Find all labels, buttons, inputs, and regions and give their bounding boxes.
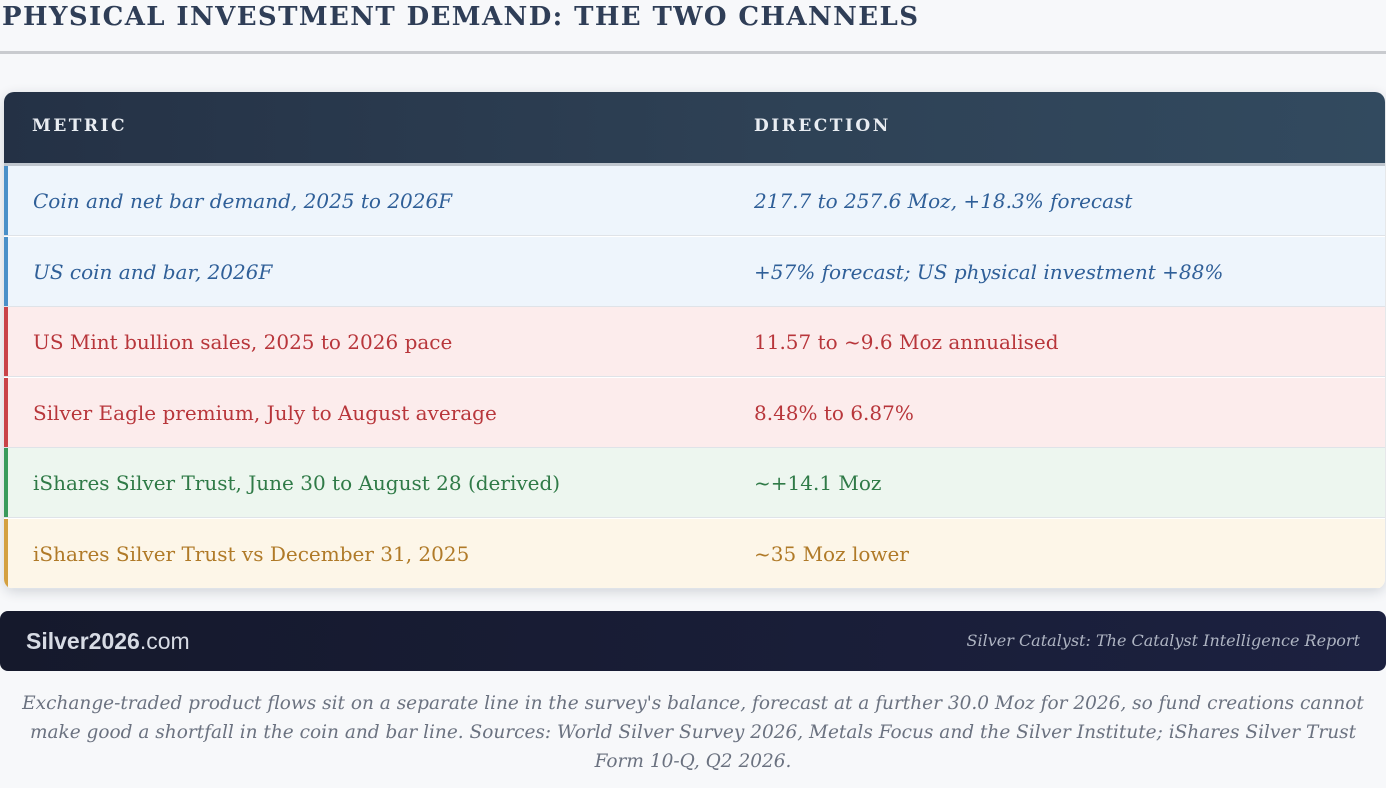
- direction-cell: 8.48% to 6.87%: [754, 400, 914, 425]
- direction-cell: ~35 Moz lower: [754, 541, 909, 566]
- direction-cell: 11.57 to ~9.6 Moz annualised: [754, 330, 1059, 354]
- row-accent-bar: [4, 166, 8, 235]
- table-header: METRIC DIRECTION: [4, 92, 1385, 166]
- column-header-direction: DIRECTION: [754, 116, 891, 136]
- report-tagline: Silver Catalyst: The Catalyst Intelligen…: [966, 631, 1361, 650]
- direction-cell: +57% forecast; US physical investment +8…: [754, 259, 1224, 284]
- column-header-metric: METRIC: [32, 116, 128, 136]
- source-note: Exchange-traded product flows sit on a s…: [22, 693, 1364, 772]
- page-title-bar: PHYSICAL INVESTMENT DEMAND: THE TWO CHAN…: [0, 0, 1386, 54]
- metric-cell: US coin and bar, 2026F: [33, 259, 273, 284]
- direction-cell: 217.7 to 257.6 Moz, +18.3% forecast: [754, 189, 1133, 213]
- row-accent-bar: [4, 307, 8, 376]
- brand-logo: Silver2026.com: [26, 611, 190, 671]
- footer-banner: Silver2026.com Silver Catalyst: The Cata…: [0, 611, 1386, 671]
- data-table: METRIC DIRECTION Coin and net bar demand…: [4, 92, 1385, 589]
- table-row: iShares Silver Trust vs December 31, 202…: [4, 518, 1385, 589]
- brand-name: Silver2026: [26, 628, 140, 654]
- table-row: US coin and bar, 2026F +57% forecast; US …: [4, 236, 1385, 307]
- table-row: US Mint bullion sales, 2025 to 2026 pace…: [4, 307, 1385, 377]
- page-title: PHYSICAL INVESTMENT DEMAND: THE TWO CHAN…: [2, 2, 920, 32]
- row-accent-bar: [4, 236, 8, 306]
- table-row: Coin and net bar demand, 2025 to 2026F 21…: [4, 166, 1385, 236]
- row-accent-bar: [4, 448, 8, 517]
- row-accent-bar: [4, 518, 8, 588]
- metric-cell: Silver Eagle premium, July to August ave…: [33, 400, 497, 425]
- metric-cell: iShares Silver Trust vs December 31, 202…: [33, 541, 470, 566]
- row-accent-bar: [4, 377, 8, 447]
- table-row: iShares Silver Trust, June 30 to August …: [4, 448, 1385, 518]
- metric-cell: Coin and net bar demand, 2025 to 2026F: [33, 189, 453, 213]
- brand-domain-suffix: .com: [139, 628, 190, 654]
- direction-cell: ~+14.1 Moz: [754, 471, 882, 495]
- table-row: Silver Eagle premium, July to August ave…: [4, 377, 1385, 448]
- metric-cell: iShares Silver Trust, June 30 to August …: [33, 471, 561, 495]
- metric-cell: US Mint bullion sales, 2025 to 2026 pace: [33, 330, 453, 354]
